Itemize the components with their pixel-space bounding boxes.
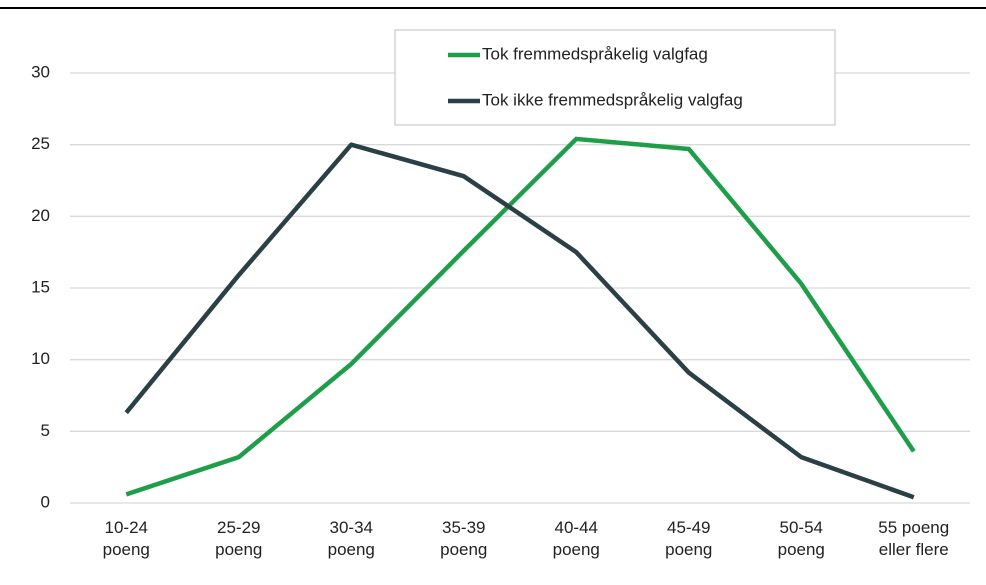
y-tick-label: 10 xyxy=(31,349,50,368)
x-tick-label: 35-39 poeng xyxy=(440,518,487,559)
legend-box xyxy=(394,29,836,126)
x-tick-label: 10-24 poeng xyxy=(103,518,150,559)
x-tick-label: 55 poeng eller flere xyxy=(878,518,949,559)
y-tick-label: 5 xyxy=(41,421,50,440)
y-tick-label: 15 xyxy=(31,277,50,296)
y-tick-label: 30 xyxy=(31,62,50,81)
legend-label: Tok fremmedspråkelig valgfag xyxy=(482,44,708,63)
x-tick-label: 30-34 poeng xyxy=(328,518,375,559)
y-tick-label: 0 xyxy=(41,492,50,511)
legend-label: Tok ikke fremmedspråkelig valgfag xyxy=(482,90,743,109)
y-tick-label: 25 xyxy=(31,134,50,153)
y-tick-label: 20 xyxy=(31,206,50,225)
x-tick-label: 25-29 poeng xyxy=(215,518,262,559)
x-tick-label: 50-54 poeng xyxy=(778,518,825,559)
x-tick-label: 45-49 poeng xyxy=(665,518,712,559)
series-line xyxy=(125,136,916,497)
x-tick-label: 40-44 poeng xyxy=(553,518,600,559)
series-line xyxy=(124,142,915,500)
